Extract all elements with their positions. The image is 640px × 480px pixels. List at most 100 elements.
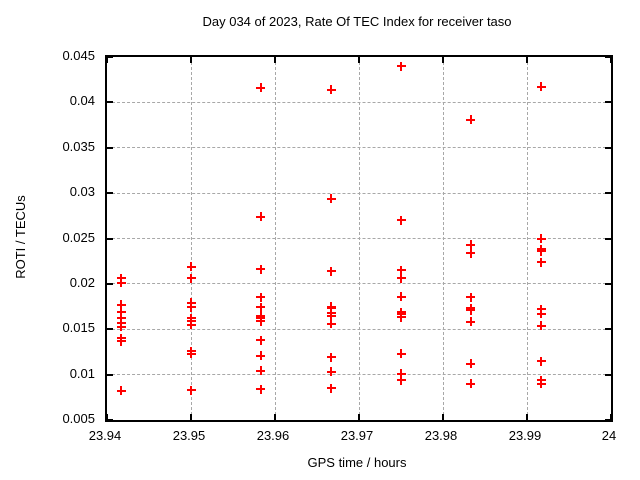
y-tick-label: 0.035 (62, 138, 95, 154)
data-point (256, 384, 266, 394)
data-point (396, 215, 406, 225)
y-tick-label: 0.025 (62, 229, 95, 245)
chart-title: Day 034 of 2023, Rate Of TEC Index for r… (202, 14, 512, 29)
data-point (326, 319, 336, 329)
data-point (326, 383, 336, 393)
y-tick-label: 0.005 (62, 411, 95, 426)
data-point (466, 115, 476, 125)
y-tick-mark (605, 192, 611, 195)
data-point (396, 369, 406, 379)
data-point (186, 349, 196, 359)
data-point (326, 352, 336, 362)
data-point (536, 379, 546, 389)
y-tick-mark (107, 282, 113, 285)
data-point (466, 379, 476, 389)
x-tick-label: 24 (601, 428, 617, 443)
data-point (466, 317, 476, 327)
x-tick-label: 23.97 (340, 428, 374, 443)
data-point (466, 240, 476, 250)
data-point (256, 366, 266, 376)
data-point (116, 278, 126, 288)
data-point (256, 351, 266, 361)
y-tick-mark (605, 56, 611, 58)
x-tick-mark (610, 414, 612, 420)
data-point (536, 309, 546, 319)
y-tick-label: 0.045 (62, 48, 95, 63)
data-point (396, 349, 406, 359)
data-point (326, 311, 336, 321)
data-point (536, 246, 546, 256)
y-tick-label: 0.015 (62, 320, 95, 336)
data-point (396, 375, 406, 385)
data-point (186, 262, 196, 272)
y-tick-mark (605, 146, 611, 149)
y-tick-mark (605, 237, 611, 240)
x-tick-mark (106, 414, 108, 420)
y-tick-mark (107, 419, 113, 421)
y-tick-mark (107, 328, 113, 331)
data-point (396, 265, 406, 275)
data-point (396, 292, 406, 302)
data-point (256, 302, 266, 312)
y-tick-mark (107, 101, 113, 104)
v-gridline (526, 57, 528, 420)
data-point (396, 61, 406, 71)
plot-area (105, 55, 613, 422)
v-gridline (274, 57, 276, 420)
y-tick-mark (605, 101, 611, 104)
data-point (396, 273, 406, 283)
data-point (256, 335, 266, 345)
x-tick-mark (358, 57, 360, 63)
data-point (326, 194, 336, 204)
data-point (396, 312, 406, 322)
y-tick-label: 0.02 (69, 274, 95, 290)
data-point (536, 82, 546, 92)
x-tick-mark (274, 57, 276, 63)
x-tick-mark (526, 414, 528, 420)
data-point (326, 266, 336, 276)
x-tick-mark (442, 57, 444, 63)
x-tick-mark (442, 414, 444, 420)
x-tick-label: 23.94 (88, 428, 122, 443)
x-tick-mark (274, 414, 276, 420)
data-point (326, 367, 336, 377)
y-tick-mark (107, 237, 113, 240)
y-tick-mark (107, 56, 113, 58)
v-gridline (442, 57, 444, 420)
x-tick-label: 23.98 (424, 428, 458, 443)
x-tick-mark (190, 57, 192, 63)
data-point (116, 313, 126, 323)
y-tick-label: 0.04 (69, 93, 95, 109)
y-tick-mark (605, 373, 611, 376)
data-point (466, 359, 476, 369)
x-tick-mark (358, 414, 360, 420)
x-tick-label: 23.99 (508, 428, 542, 443)
data-point (326, 303, 336, 313)
data-point (186, 298, 196, 308)
data-point (256, 316, 266, 326)
x-tick-mark (610, 57, 612, 63)
data-point (536, 257, 546, 267)
data-point (256, 83, 266, 93)
y-tick-mark (605, 328, 611, 331)
data-point (466, 292, 476, 302)
data-point (256, 292, 266, 302)
data-point (536, 304, 546, 314)
x-axis-title: GPS time / hours (307, 455, 407, 470)
y-tick-mark (107, 146, 113, 149)
data-point (186, 273, 196, 283)
v-gridline (358, 57, 360, 420)
data-point (116, 300, 126, 310)
data-point (466, 305, 476, 315)
y-tick-label: 0.01 (69, 365, 95, 381)
data-point (116, 336, 126, 346)
y-tick-label: 0.03 (69, 184, 95, 200)
y-tick-mark (107, 192, 113, 195)
data-point (536, 321, 546, 331)
x-tick-mark (106, 57, 108, 63)
data-point (466, 248, 476, 258)
y-tick-mark (605, 419, 611, 421)
data-point (256, 264, 266, 274)
data-point (256, 212, 266, 222)
